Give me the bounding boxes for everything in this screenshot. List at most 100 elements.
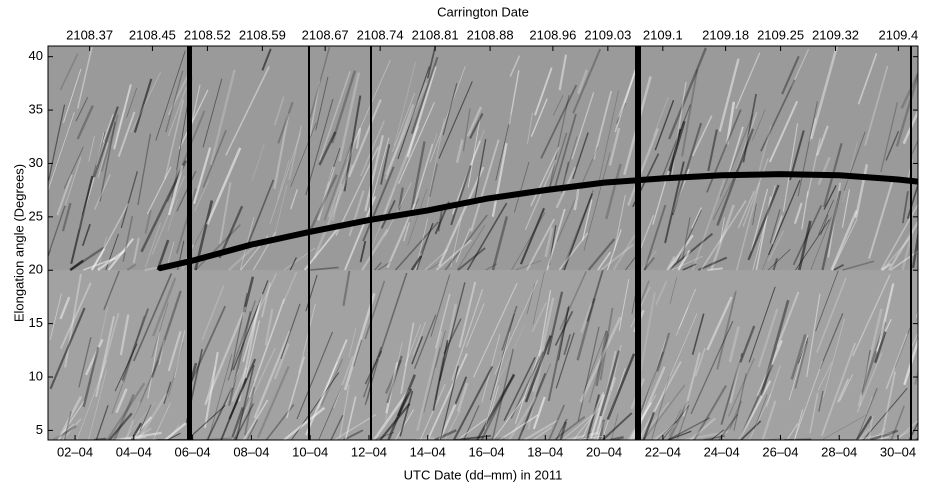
streak	[205, 366, 216, 403]
streak	[167, 165, 184, 216]
streak	[499, 414, 539, 440]
streak	[738, 380, 772, 440]
streak	[99, 312, 120, 379]
streak	[767, 249, 791, 271]
streak	[394, 409, 415, 440]
streak	[122, 215, 134, 262]
streak	[428, 163, 439, 198]
streak	[508, 70, 520, 125]
streak	[273, 96, 285, 126]
streak	[466, 106, 483, 137]
x-tick-label: 22–04	[645, 444, 681, 459]
streak	[252, 143, 265, 181]
streak	[164, 99, 185, 180]
streak	[511, 212, 546, 271]
streak	[817, 156, 831, 186]
x2-tick-label: 2108.88	[467, 27, 514, 42]
x2-tick-label: 2109.18	[702, 27, 749, 42]
streak	[873, 427, 886, 440]
streak	[413, 314, 437, 369]
streak	[155, 50, 186, 141]
streak	[435, 239, 472, 271]
streak	[822, 318, 845, 398]
streak	[76, 359, 108, 440]
streak	[242, 276, 255, 313]
streak	[384, 359, 402, 395]
streak	[412, 322, 426, 356]
streak	[508, 396, 538, 440]
streak	[272, 184, 288, 245]
streak	[283, 247, 316, 271]
streak	[437, 207, 444, 232]
streak	[151, 175, 186, 255]
streak	[523, 419, 559, 440]
streak	[261, 48, 272, 71]
streak	[469, 112, 484, 139]
streak	[94, 174, 111, 210]
streak	[901, 191, 909, 224]
gap	[635, 46, 641, 440]
streak	[188, 305, 227, 388]
streak	[473, 138, 487, 203]
x-tick-label: 20–04	[586, 444, 622, 459]
streak	[655, 280, 668, 306]
streak	[553, 427, 566, 440]
streak	[881, 235, 913, 271]
streak	[501, 305, 518, 351]
streak	[364, 134, 384, 212]
streak	[614, 60, 640, 133]
streak	[552, 113, 577, 193]
streak	[558, 232, 589, 271]
streak	[792, 204, 823, 266]
streak	[894, 322, 913, 368]
streak	[342, 270, 351, 306]
x-tick-label: 28–04	[821, 444, 857, 459]
gap	[370, 46, 372, 440]
streak	[395, 221, 439, 271]
streak	[742, 93, 757, 163]
x-tick-label: 04–04	[116, 444, 152, 459]
streak	[532, 271, 545, 325]
streak	[125, 401, 141, 440]
streak	[133, 273, 173, 362]
streak	[245, 320, 260, 378]
streak	[457, 418, 487, 440]
x-tick-label: 16–04	[468, 444, 504, 459]
streak	[908, 421, 918, 440]
streak	[57, 401, 85, 440]
streak	[868, 176, 895, 259]
streak	[668, 47, 707, 140]
y-tick-label: 10	[29, 368, 43, 383]
streak	[517, 373, 547, 440]
streak	[618, 278, 630, 331]
streak	[769, 209, 781, 244]
streak	[565, 136, 578, 175]
streak	[48, 205, 66, 257]
streak	[82, 257, 117, 271]
streak	[283, 406, 326, 440]
streak	[862, 387, 908, 440]
streak	[815, 270, 839, 332]
streak	[139, 404, 152, 432]
streak	[676, 406, 690, 439]
streak	[661, 404, 690, 440]
streak	[97, 236, 108, 271]
streak	[463, 405, 480, 440]
x2-tick-label: 2108.96	[529, 27, 576, 42]
streak	[830, 210, 858, 271]
streak	[48, 104, 66, 181]
streak	[761, 211, 787, 271]
streak	[548, 404, 566, 440]
streak	[657, 420, 678, 440]
streak	[384, 82, 428, 175]
streak	[718, 58, 740, 132]
streak	[402, 143, 434, 242]
streak	[914, 437, 918, 440]
streak	[752, 109, 766, 141]
streak	[416, 222, 434, 271]
streak	[522, 363, 551, 432]
streak	[524, 335, 552, 403]
streak	[598, 90, 619, 181]
streak	[540, 84, 578, 159]
